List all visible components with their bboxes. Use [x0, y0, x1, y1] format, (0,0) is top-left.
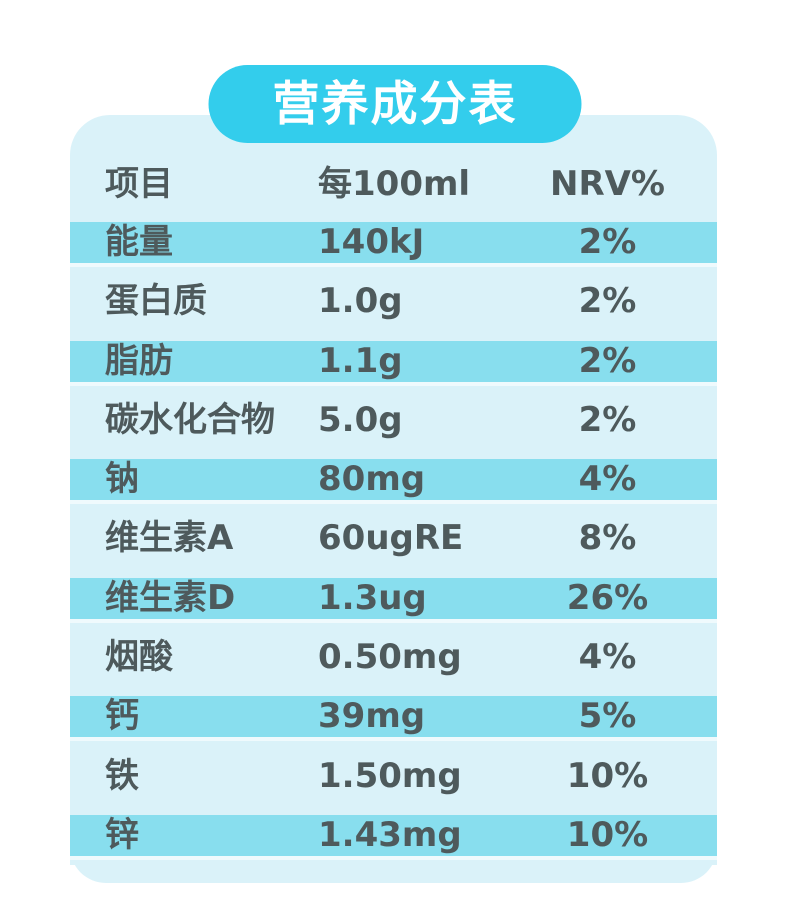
row-amount: 60ugRE	[318, 518, 464, 559]
row-nutrient-name: 脂肪	[105, 340, 173, 381]
row-amount: 1.0g	[318, 281, 403, 322]
row-nrv-percent: 4%	[578, 459, 637, 500]
table-row: 蛋白质 1.0g 2%	[70, 272, 717, 331]
row-nutrient-name: 蛋白质	[105, 281, 207, 322]
row-nutrient-name: 维生素D	[105, 577, 236, 618]
row-nutrient-name: 烟酸	[105, 637, 173, 678]
row-amount: 39mg	[318, 696, 426, 737]
row-amount: 1.43mg	[318, 814, 462, 855]
row-nrv-percent: 5%	[578, 696, 637, 737]
header-nrv-percent: NRV%	[549, 163, 665, 204]
table-row: 碳水化合物 5.0g 2%	[70, 391, 717, 450]
title-badge: 营养成分表	[208, 65, 582, 143]
table-row: 能量 140kJ 2%	[70, 213, 717, 273]
table-row: 钙 39mg 5%	[70, 687, 717, 747]
row-nutrient-name: 能量	[105, 221, 173, 262]
table-row: 铁 1.50mg 10%	[70, 747, 717, 806]
row-nrv-percent: 4%	[578, 637, 637, 678]
row-nutrient-name: 维生素A	[105, 518, 234, 559]
table-row: 钠 80mg 4%	[70, 450, 717, 510]
row-nrv-percent: 10%	[566, 814, 649, 855]
header-item-column: 项目	[105, 163, 173, 204]
row-nrv-percent: 8%	[578, 518, 637, 559]
row-nrv-percent: 2%	[578, 221, 637, 262]
row-nrv-percent: 2%	[578, 340, 637, 381]
row-nutrient-name: 锌	[105, 814, 139, 855]
header-per-100ml: 每100ml	[318, 163, 471, 204]
row-nutrient-name: 铁	[105, 755, 139, 796]
row-nrv-percent: 10%	[566, 755, 649, 796]
row-amount: 140kJ	[318, 221, 425, 262]
row-amount: 1.3ug	[318, 577, 427, 618]
row-amount: 1.50mg	[318, 755, 462, 796]
table-row: 烟酸 0.50mg 4%	[70, 628, 717, 687]
table-body: 能量 140kJ 2% 蛋白质 1.0g 2% 脂肪 1.1g 2% 碳水化合物…	[70, 213, 717, 866]
row-nutrient-name: 钙	[105, 696, 139, 737]
table-row: 脂肪 1.1g 2%	[70, 331, 717, 391]
table-row: 维生素D 1.3ug 26%	[70, 568, 717, 629]
row-amount: 80mg	[318, 459, 426, 500]
row-amount: 1.1g	[318, 340, 403, 381]
panel-title: 营养成分表	[272, 76, 518, 132]
table-row: 维生素A 60ugRE 8%	[70, 509, 717, 568]
row-nrv-percent: 2%	[578, 281, 637, 322]
table-row: 锌 1.43mg 10%	[70, 805, 717, 866]
row-amount: 5.0g	[318, 399, 403, 440]
row-nutrient-name: 碳水化合物	[105, 399, 275, 440]
nutrition-card: 项目 每100ml NRV% 能量 140kJ 2% 蛋白质 1.0g 2% 脂…	[70, 115, 717, 883]
table-header-row: 项目 每100ml NRV%	[70, 115, 717, 213]
row-amount: 0.50mg	[318, 637, 462, 678]
row-nrv-percent: 2%	[578, 399, 637, 440]
row-nutrient-name: 钠	[105, 459, 139, 500]
row-nrv-percent: 26%	[566, 577, 649, 618]
